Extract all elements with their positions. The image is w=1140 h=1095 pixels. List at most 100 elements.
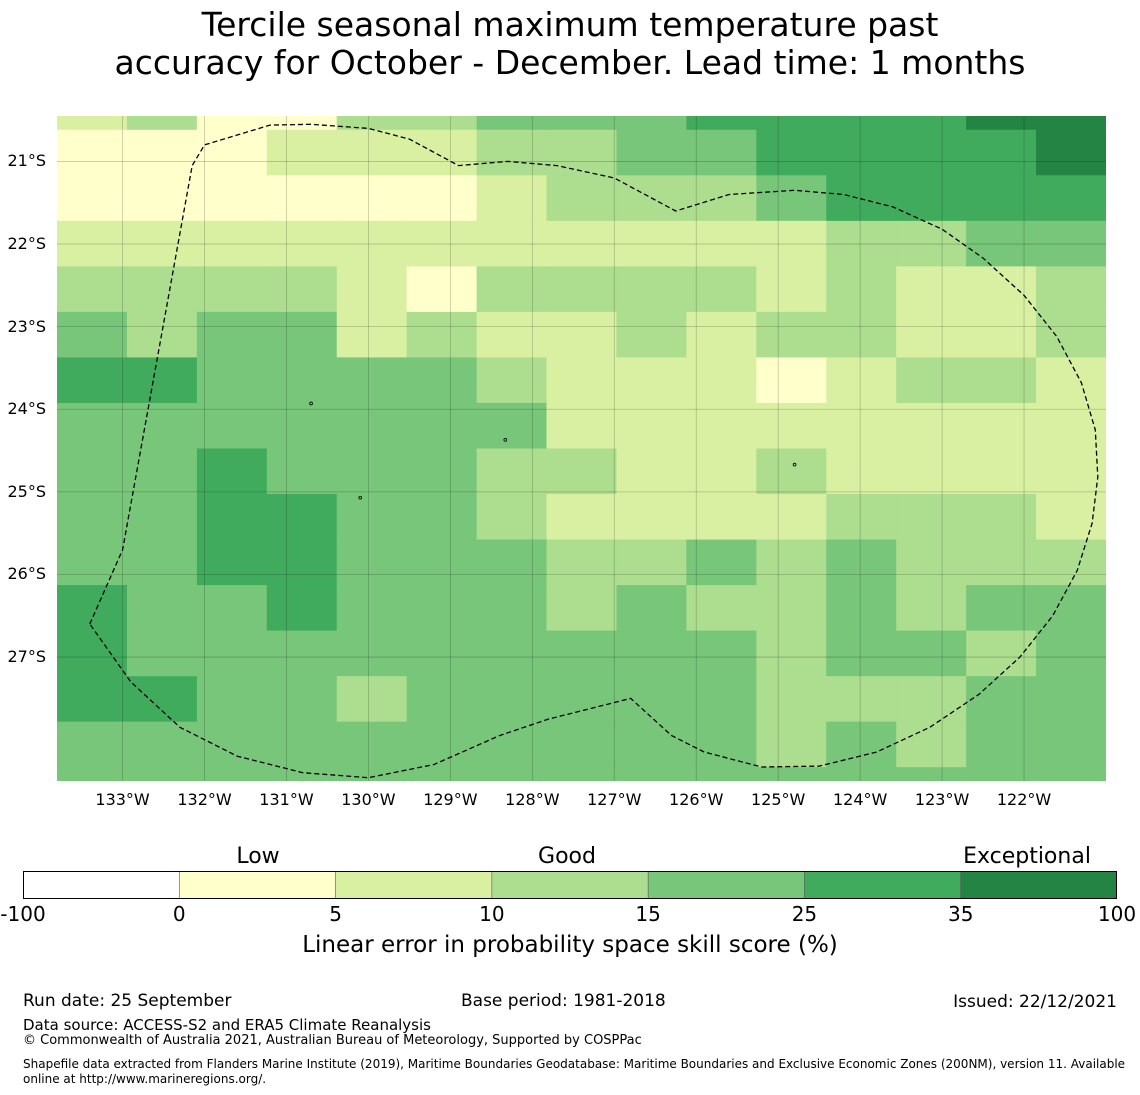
lon-label-132w: 132°W: [177, 790, 232, 809]
grid-cell: [57, 539, 128, 586]
lon-label-124w: 124°W: [832, 790, 888, 809]
grid-cell: [406, 129, 478, 176]
lat-label-26s: 26°S: [7, 564, 46, 584]
lat-label-24s: 24°S: [7, 399, 46, 419]
grid-cell: [546, 721, 618, 768]
grid-cell: [336, 721, 408, 768]
grid-cell: [896, 220, 967, 267]
grid-cell: [686, 676, 757, 723]
grid-cell: [406, 357, 478, 404]
grid-cell: [336, 539, 408, 586]
grid-cell: [406, 402, 478, 450]
cb-tick-label: 35: [947, 902, 974, 926]
grid-cell: [126, 630, 198, 677]
grid-cell: [126, 116, 198, 131]
lat-label-21s: 21°S: [7, 151, 46, 171]
cb-tick-label: 100: [1097, 902, 1137, 926]
grid-cell: [826, 767, 897, 781]
grid-cell: [266, 767, 338, 781]
grid-cell: [756, 220, 827, 267]
data-source: Data source: ACCESS-S2 and ERA5 Climate …: [23, 1016, 431, 1034]
grid-cell: [966, 402, 1037, 450]
lon-label-130w: 130°W: [341, 790, 396, 809]
grid-cell: [966, 767, 1037, 781]
grid-cell: [476, 767, 548, 781]
grid-cell: [126, 721, 198, 768]
grid-cell: [1036, 630, 1106, 677]
grid-cell: [196, 311, 268, 359]
grid-cell: [966, 311, 1037, 359]
grid-cell: [756, 539, 827, 586]
chart-title: Tercile seasonal maximum temperature pas…: [0, 6, 1140, 82]
grid-cell: [266, 585, 338, 632]
grid-cell: [546, 494, 618, 541]
grid-cell: [896, 630, 967, 677]
grid-cell: [616, 448, 687, 495]
grid-cell: [406, 220, 478, 267]
grid-cell: [57, 311, 128, 359]
grid-cell: [476, 494, 548, 541]
title-line-1: Tercile seasonal maximum temperature pas…: [201, 5, 939, 44]
grid-cell: [57, 175, 128, 222]
grid-cell: [896, 448, 967, 495]
grid-cell: [966, 175, 1037, 222]
colorbar-label: Linear error in probability space skill …: [302, 932, 838, 958]
grid-cell: [896, 494, 967, 541]
colorbar: [23, 871, 1117, 899]
grid-cell: [266, 220, 338, 267]
grid-cell: [126, 175, 198, 222]
grid-cell: [126, 494, 198, 541]
grid-cell: [336, 494, 408, 541]
grid-cell: [406, 116, 478, 131]
grid-cell: [57, 357, 128, 404]
grid-cell: [266, 402, 338, 450]
grid-cell: [1036, 266, 1106, 313]
grid-cell: [196, 175, 268, 222]
grid-cell: [546, 175, 618, 222]
colorbar-segments: [23, 871, 1117, 899]
grid-cell: [476, 630, 548, 677]
grid-cell: [336, 630, 408, 677]
grid-cell: [546, 448, 618, 495]
grid-cell: [966, 676, 1037, 723]
grid-cell: [686, 767, 757, 781]
grid-cell: [546, 116, 618, 131]
grid-cell: [896, 402, 967, 450]
grid-cell: [756, 721, 827, 768]
shapefile-credit: Shapefile data extracted from Flanders M…: [23, 1057, 1126, 1086]
category-low: Low: [236, 844, 280, 869]
grid-cell: [266, 494, 338, 541]
grid-cell: [126, 539, 198, 586]
islands: [309, 401, 797, 500]
grid-cell: [546, 266, 618, 313]
grid-cell: [896, 767, 967, 781]
grid-cell: [406, 585, 478, 632]
grid-cell: [966, 116, 1037, 131]
grid-cell: [196, 767, 268, 781]
grid-cell: [1036, 494, 1106, 541]
grid-cell: [1036, 311, 1106, 359]
title-line-2: accuracy for October - December. Lead ti…: [114, 43, 1026, 82]
lon-label-123w: 123°W: [914, 790, 970, 809]
colorbar-segment: [960, 871, 1117, 899]
grid-cell: [616, 630, 687, 677]
grid-cell: [826, 721, 897, 768]
grid-cell: [196, 494, 268, 541]
grid-cell: [406, 721, 478, 768]
grid-cell: [336, 116, 408, 131]
grid-cell: [826, 116, 897, 131]
grid-cell: [406, 266, 478, 313]
island-outline: [503, 438, 508, 442]
grid-cell: [196, 630, 268, 677]
grid-cell: [616, 402, 687, 450]
grid-cell: [826, 448, 897, 495]
grid-cell: [476, 175, 548, 222]
grid-cell: [336, 175, 408, 222]
grid-cell: [266, 539, 338, 586]
colorbar-frame: [23, 871, 1117, 899]
grid-cell: [896, 721, 967, 768]
grid-cell: [686, 129, 757, 176]
grid-cell: [126, 676, 198, 723]
grid-cell: [476, 585, 548, 632]
grid-cell: [616, 129, 687, 176]
